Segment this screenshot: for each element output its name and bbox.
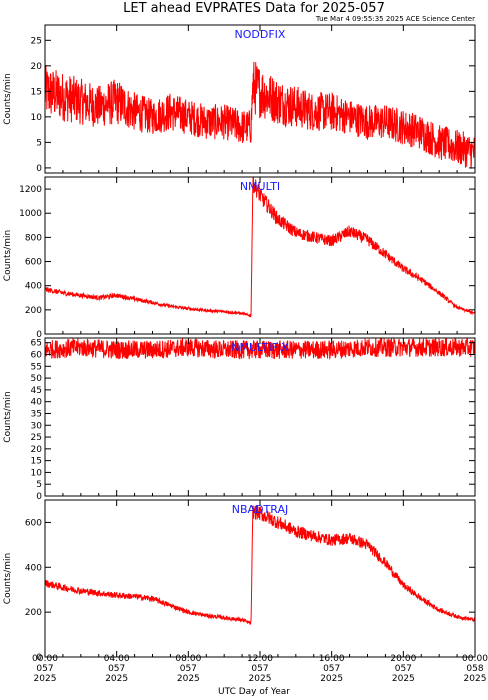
y-tick-label: 55 [31,362,42,372]
y-tick-label: 0 [36,164,42,174]
x-tick-doy: 057 [323,664,340,674]
y-tick-label: 200 [25,608,42,618]
panel-label: NMULTIFIX [231,341,289,354]
generation-timestamp: Tue Mar 4 09:55:35 2025 ACE Science Cent… [315,15,475,23]
y-tick-label: 400 [25,282,42,292]
y-tick-label: 0 [36,492,42,502]
x-tick-doy: 058 [466,664,483,674]
y-tick-label: 400 [25,563,42,573]
series-trace [45,61,475,169]
x-tick-year: 2025 [320,674,343,684]
y-tick-label: 10 [31,113,43,123]
x-tick-time: 08:00 [175,654,201,664]
x-tick-time: 00:00 [462,654,488,664]
x-tick-year: 2025 [249,674,272,684]
y-tick-label: 20 [31,62,43,72]
y-tick-label: 600 [25,258,42,268]
x-tick-year: 2025 [34,674,57,684]
panel-frame [44,499,476,658]
panel-label: NMULTI [240,180,280,193]
x-tick-doy: 057 [108,664,125,674]
y-tick-label: 600 [25,518,42,528]
y-tick-label: 0 [36,653,42,663]
y-tick-label: 0 [36,330,42,340]
x-tick-doy: 057 [180,664,197,674]
y-tick-label: 200 [25,306,42,316]
y-tick-label: 65 [31,339,42,349]
series-trace [45,338,475,361]
y-tick-label: 25 [31,433,42,443]
y-tick-label: 25 [31,36,42,46]
x-tick-doy: 057 [251,664,268,674]
panel-nmulti: 0 200 400 600 800 1000 1200 Counts/min NMULTI [3,176,476,340]
panel-nbadtraj: 0 200 400 600 Counts/min NBADTRAJ [3,499,476,663]
x-tick-year: 2025 [392,674,415,684]
y-tick-label: 30 [31,421,43,431]
x-axis: 00:00057202504:00057202508:00057202512:0… [32,654,488,684]
y-tick-label: 5 [36,480,42,490]
x-tick-time: 20:00 [390,654,416,664]
panel-nmultifix: 05101520253035404550556065Counts/minNMUL… [3,337,476,502]
y-axis-label: Counts/min [3,391,13,442]
x-tick-time: 12:00 [247,654,273,664]
panel-noddfix: 0 5 10 15 20 25 Counts/min NODDFIX [3,24,476,174]
y-tick-label: 40 [31,398,43,408]
y-axis-label: Counts/min [3,553,13,604]
y-tick-label: 10 [31,468,43,478]
x-tick-year: 2025 [177,674,200,684]
x-tick-time: 04:00 [104,654,130,664]
y-tick-label: 50 [31,374,43,384]
series-trace [45,505,475,625]
y-axis-label: Counts/min [3,73,13,124]
y-tick-label: 20 [31,445,43,455]
y-tick-label: 15 [31,87,42,97]
x-tick-time: 16:00 [319,654,345,664]
y-tick-label: 60 [31,351,43,361]
chart-title: LET ahead EVPRATES Data for 2025-057 [123,1,385,16]
panels-group: 0510152025Counts/minNODDFIX0200400600800… [3,24,476,663]
x-axis-label: UTC Day of Year [218,687,290,697]
x-tick-time: 00:00 [32,654,58,664]
panel-frame [44,337,476,497]
y-tick-label: 15 [31,457,42,467]
panel-label: NODDFIX [235,28,286,41]
y-tick-label: 800 [25,233,42,243]
y-tick-label: 5 [36,138,42,148]
x-tick-year: 2025 [464,674,487,684]
y-tick-label: 35 [31,409,42,419]
y-axis-label: Counts/min [3,230,13,281]
x-tick-doy: 057 [36,664,53,674]
y-tick-label: 45 [31,386,42,396]
y-tick-label: 1000 [19,209,42,219]
x-tick-doy: 057 [395,664,412,674]
series-trace [45,177,475,318]
x-tick-year: 2025 [105,674,128,684]
y-tick-label: 1200 [19,185,42,195]
panel-label: NBADTRAJ [232,503,288,516]
